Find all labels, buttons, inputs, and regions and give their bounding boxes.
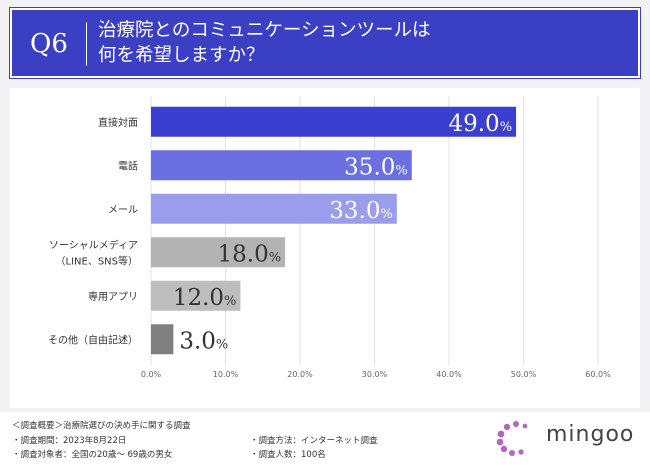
survey-footer bbox=[0, 412, 650, 465]
survey-target: ・調査対象者：全国の20歳～ 69歳の男女 bbox=[12, 450, 173, 460]
category-label: 専用アプリ bbox=[88, 291, 138, 303]
value-label: 49.0% bbox=[448, 111, 512, 137]
bar bbox=[151, 237, 286, 268]
survey-period: ・調査期間：2023年8月22日 bbox=[12, 436, 127, 446]
value-label: 3.0% bbox=[179, 328, 228, 354]
bar bbox=[151, 324, 174, 355]
x-tick-label: 60.0% bbox=[585, 370, 611, 379]
category-label: 直接対面 bbox=[98, 116, 138, 129]
x-tick-label: 30.0% bbox=[362, 370, 388, 379]
question-title: 治療院とのコミュニケーションツールは 何を希望しますか？ bbox=[98, 20, 431, 66]
category-label: その他（自由記述） bbox=[48, 333, 138, 346]
header-divider bbox=[86, 22, 87, 66]
x-tick-label: 50.0% bbox=[511, 370, 537, 379]
bar bbox=[151, 193, 397, 224]
x-tick-label: 40.0% bbox=[436, 370, 462, 379]
value-label: 12.0% bbox=[173, 285, 237, 311]
mingoo-logo-text: mingoo bbox=[546, 422, 635, 447]
question-header: Q6 治療院とのコミュニケーションツールは 何を希望しますか？ bbox=[10, 8, 640, 78]
value-label: 18.0% bbox=[218, 241, 282, 267]
value-label: 35.0% bbox=[344, 154, 408, 180]
category-label: メール bbox=[108, 205, 138, 216]
question-number: Q6 bbox=[30, 29, 68, 59]
category-label: （LINE、SNS等） bbox=[56, 254, 139, 267]
chart-area: 0.0% 10.0% 20.0% 30.0% 40.0% 50.0% 60.0% 直接対面 49… bbox=[10, 88, 640, 408]
bar bbox=[151, 106, 517, 137]
bar bbox=[151, 280, 241, 311]
bar bbox=[151, 150, 412, 181]
value-label: 33.0% bbox=[329, 198, 393, 224]
x-tick-label: 20.0% bbox=[287, 370, 313, 379]
mingoo-logo-icon bbox=[496, 421, 528, 456]
survey-count: ・調査人数：100名 bbox=[250, 450, 326, 460]
category-label: ソーシャルメディア bbox=[49, 238, 138, 251]
x-tick-label: 0.0% bbox=[141, 370, 162, 379]
survey-method: ・調査方法：インターネット調査 bbox=[250, 436, 378, 446]
bar-chart: 0.0% 10.0% 20.0% 30.0% 40.0% 50.0% 60.0% 直接対面 49… bbox=[48, 96, 611, 379]
survey-summary: ＜調査概要＞治療院選びの決め手に関する調査 bbox=[12, 421, 191, 431]
x-tick-label: 10.0% bbox=[213, 370, 239, 379]
category-label: 電話 bbox=[118, 159, 138, 172]
